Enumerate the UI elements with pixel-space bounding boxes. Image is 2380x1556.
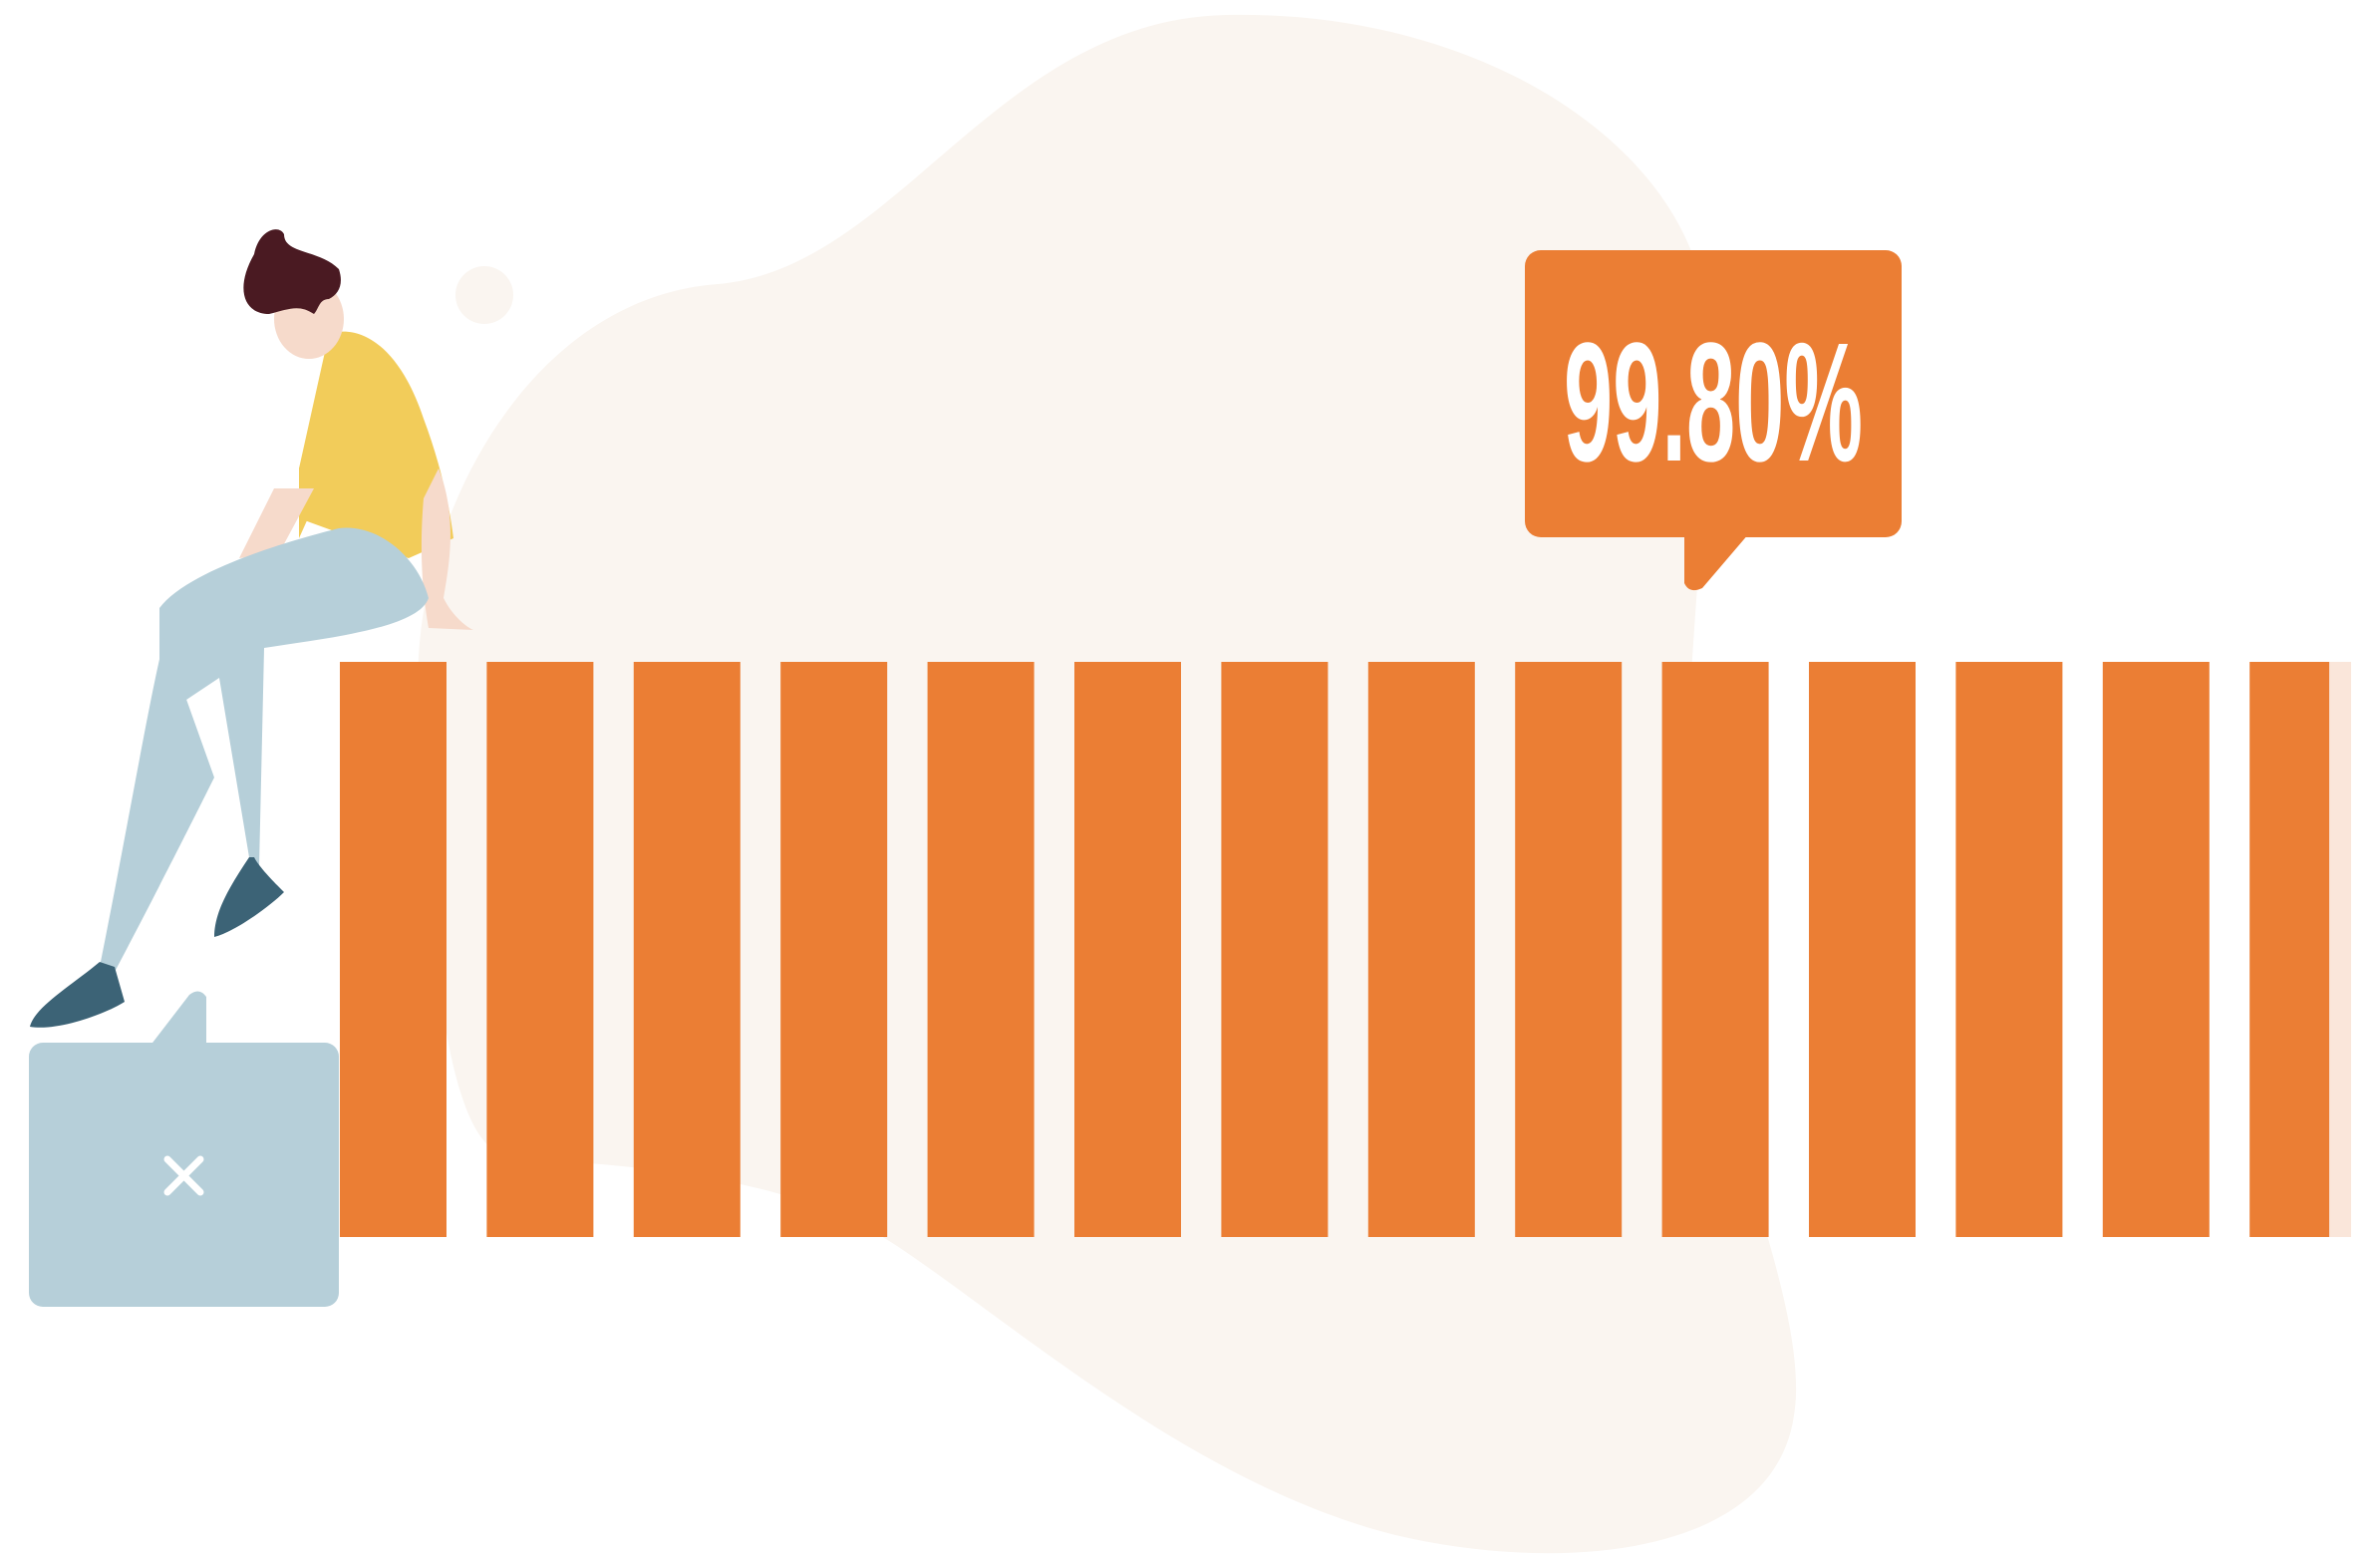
progress-segment [1368,662,1475,1237]
progress-segment [2249,662,2329,1237]
progress-segment [1662,662,1769,1237]
progress-segment [1221,662,1328,1237]
progress-segment [780,662,887,1237]
background-dot [455,266,513,324]
progress-segment [486,662,593,1237]
progress-segment [340,662,446,1237]
progress-remainder [2329,662,2351,1237]
progress-segment [928,662,1035,1237]
progress-segment [1074,662,1181,1237]
progress-segment [2103,662,2210,1237]
progress-segment [1515,662,1622,1237]
close-box-tail [149,991,206,1047]
progress-segment [1955,662,2062,1237]
progress-label: 99.80% [1564,308,1863,497]
illustration: 99.80% [0,0,2380,1556]
page: {"progress_label": "99.80%"} 99.80% (() … [0,0,2380,1556]
progress-segment [1809,662,1916,1237]
progress-segment [634,662,741,1237]
callout-tail [1684,528,1749,590]
close-box [29,991,339,1307]
